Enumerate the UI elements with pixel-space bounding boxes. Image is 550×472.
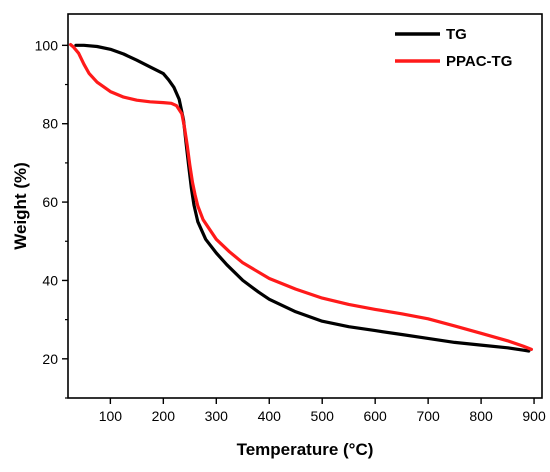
x-tick-label: 800 [469,408,493,424]
x-tick-label: 100 [99,408,123,424]
x-tick-label: 900 [522,408,546,424]
y-tick-label: 100 [35,37,59,53]
x-axis: 100 200 300 400 500 600 700 800 900 [99,398,546,424]
legend-label-2: PPAC-TG [446,53,512,70]
x-tick-label: 600 [363,408,387,424]
y-axis: 20 40 60 80 100 [35,37,68,399]
y-tick-label: 40 [42,272,58,288]
x-tick-label: 300 [205,408,229,424]
series-layer [69,43,533,353]
legend-label-1: TG [446,26,467,43]
x-tick-label: 500 [311,408,335,424]
x-tick-label: 700 [416,408,440,424]
x-tick-label: 200 [152,408,176,424]
y-tick-label: 20 [42,351,58,367]
y-tick-label: 80 [42,116,58,132]
series-line-2 [69,43,533,351]
legend: TG PPAC-TG [395,26,512,70]
y-tick-label: 60 [42,194,58,210]
x-tick-label: 400 [258,408,282,424]
plot-frame [67,13,543,399]
x-axis-title: Temperature (°C) [237,440,374,459]
y-axis-title: Weight (%) [11,162,30,250]
series-line-1 [74,43,531,353]
